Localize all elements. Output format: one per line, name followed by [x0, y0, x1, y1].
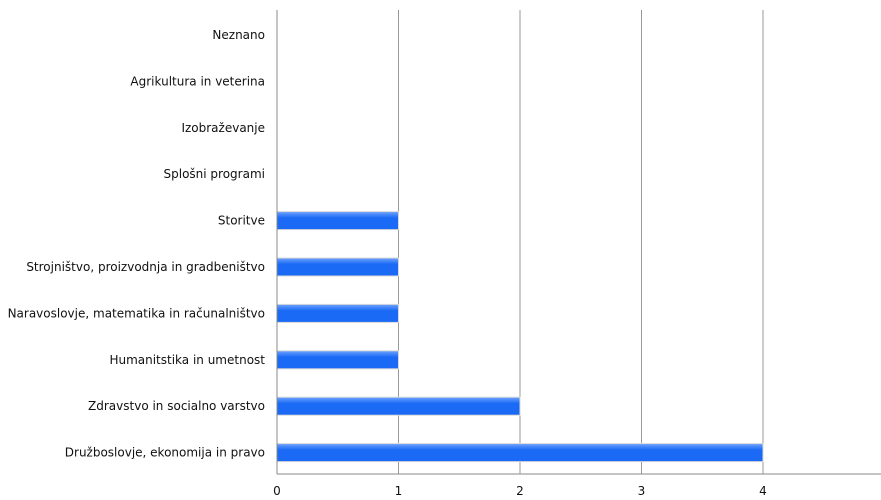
category-labels: Neznano Agrikultura in veterina Izobraževa… [8, 28, 266, 460]
bar [276, 350, 399, 370]
bar [276, 211, 399, 231]
bar [276, 257, 399, 277]
category-label: Neznano [212, 28, 265, 42]
x-tick-label: 2 [516, 484, 524, 498]
category-label: Agrikultura in veterina [130, 74, 265, 88]
x-tick-label: 3 [638, 484, 646, 498]
x-tick-label: 0 [273, 484, 281, 498]
x-tick-label: 4 [759, 484, 767, 498]
category-label: Naravoslovje, matematika in računalništv… [8, 306, 265, 320]
category-label: Družboslovje, ekonomija in pravo [65, 446, 265, 460]
category-label: Izobraževanje [181, 121, 265, 135]
bars-layer [276, 211, 764, 463]
category-label: Splošni programi [164, 167, 265, 181]
grid-layer [398, 10, 764, 474]
bar [276, 443, 764, 463]
category-label: Zdravstvo in socialno varstvo [88, 399, 265, 413]
category-label: Storitve [218, 214, 265, 228]
category-label: Humanitstika in umetnost [109, 353, 265, 367]
bar [276, 396, 521, 416]
x-tick-label: 1 [395, 484, 403, 498]
bar [276, 303, 399, 323]
category-label: Strojništvo, proizvodnja in gradbeništvo [26, 260, 265, 274]
x-tick-labels: 0 1 2 3 4 [273, 484, 767, 498]
